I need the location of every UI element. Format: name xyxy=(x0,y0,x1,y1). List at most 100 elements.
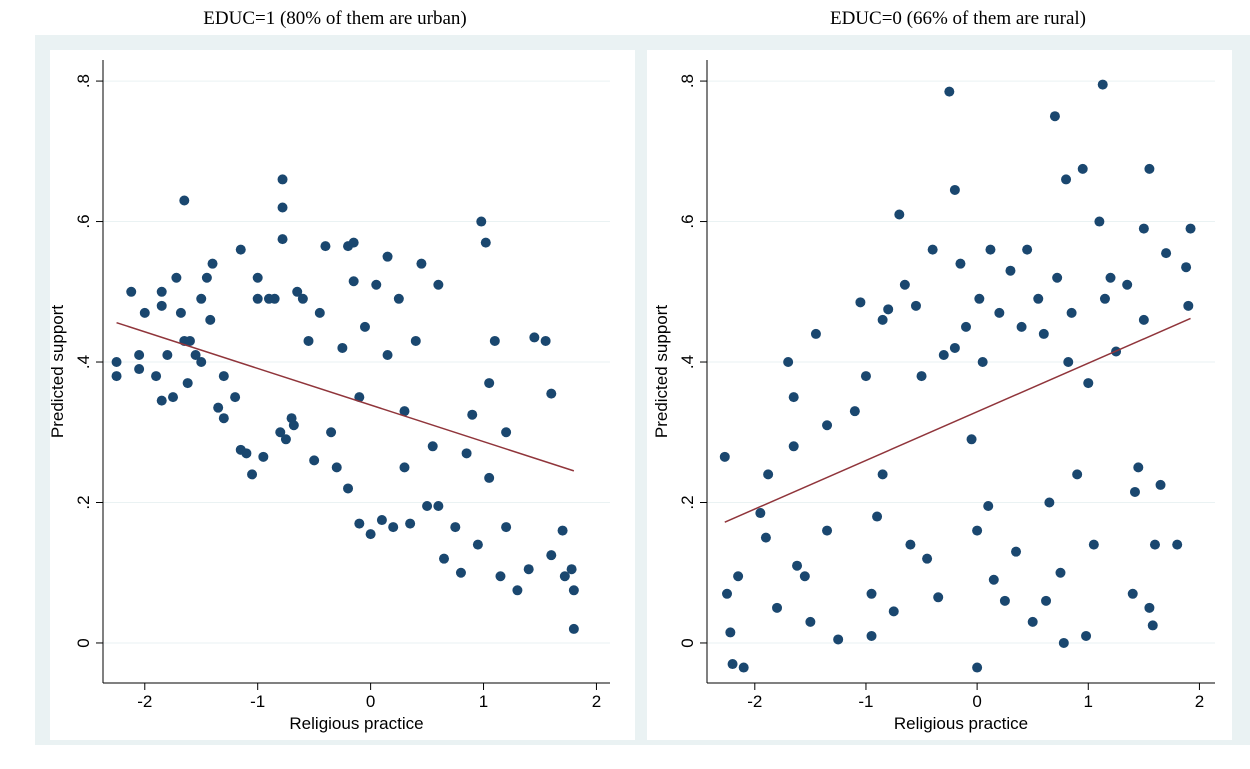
point xyxy=(393,293,404,304)
point xyxy=(484,378,495,389)
point xyxy=(999,595,1010,606)
point xyxy=(1138,223,1149,234)
point xyxy=(134,364,145,375)
point xyxy=(727,659,738,670)
point xyxy=(1083,378,1094,389)
point xyxy=(1094,216,1105,227)
point xyxy=(1144,602,1155,613)
point xyxy=(725,627,736,638)
point xyxy=(877,469,888,480)
point xyxy=(1122,279,1133,290)
x-tick-label: -1 xyxy=(250,692,265,711)
point xyxy=(467,409,478,420)
point xyxy=(866,588,877,599)
point xyxy=(156,286,167,297)
x-tick-label: 2 xyxy=(1195,692,1204,711)
point xyxy=(422,501,433,512)
point xyxy=(763,469,774,480)
point xyxy=(1185,223,1196,234)
point xyxy=(190,349,201,360)
point xyxy=(994,307,1005,318)
panel-title: EDUC=0 (66% of them are rural) xyxy=(830,8,1086,29)
point xyxy=(977,357,988,368)
fit-line xyxy=(724,317,1191,523)
point xyxy=(184,335,195,346)
point xyxy=(277,174,288,185)
point xyxy=(275,427,286,438)
y-tick-label: 0 xyxy=(74,638,93,647)
point xyxy=(241,448,252,459)
point xyxy=(1149,539,1160,550)
point xyxy=(783,357,794,368)
point xyxy=(427,441,438,452)
point xyxy=(512,585,523,596)
point xyxy=(1049,111,1060,122)
y-tick-label: .2 xyxy=(74,495,93,509)
point xyxy=(1099,293,1110,304)
point xyxy=(320,241,331,252)
point xyxy=(1161,248,1172,259)
point xyxy=(213,402,224,413)
point xyxy=(111,371,122,382)
point xyxy=(461,448,472,459)
point xyxy=(162,349,173,360)
point xyxy=(405,518,416,529)
point xyxy=(495,571,506,582)
point xyxy=(546,550,557,561)
point xyxy=(566,564,577,575)
point xyxy=(810,328,821,339)
point xyxy=(1097,79,1108,90)
point xyxy=(888,606,899,617)
y-tick-label: .8 xyxy=(74,74,93,88)
point xyxy=(196,357,207,368)
point xyxy=(314,307,325,318)
point xyxy=(410,335,421,346)
y-tick-label: .4 xyxy=(74,355,93,369)
point xyxy=(1011,546,1022,557)
point xyxy=(772,602,783,613)
point xyxy=(1058,637,1069,648)
point xyxy=(1016,321,1027,332)
point xyxy=(297,293,308,304)
point xyxy=(365,529,376,540)
point xyxy=(1088,539,1099,550)
point xyxy=(111,357,122,368)
point xyxy=(866,630,877,641)
point xyxy=(1155,479,1166,490)
point xyxy=(277,234,288,245)
point xyxy=(905,539,916,550)
point xyxy=(799,571,810,582)
point xyxy=(501,427,512,438)
point xyxy=(1127,588,1138,599)
x-tick-label: 2 xyxy=(592,692,601,711)
point xyxy=(151,371,162,382)
point xyxy=(822,525,833,536)
x-tick-label: 0 xyxy=(366,692,375,711)
point xyxy=(196,293,207,304)
y-tick-label: .6 xyxy=(678,214,697,228)
point xyxy=(354,392,365,403)
point xyxy=(894,209,905,220)
point xyxy=(371,279,382,290)
point xyxy=(805,616,816,627)
point xyxy=(354,518,365,529)
point xyxy=(792,560,803,571)
point xyxy=(348,276,359,287)
point xyxy=(788,441,799,452)
point xyxy=(343,483,354,494)
point xyxy=(974,293,985,304)
point xyxy=(230,392,241,403)
point xyxy=(899,279,910,290)
point xyxy=(1052,272,1063,283)
point xyxy=(1129,486,1140,497)
x-tick-label: 0 xyxy=(972,692,981,711)
point xyxy=(1005,265,1016,276)
point xyxy=(416,258,427,269)
point xyxy=(472,539,483,550)
point xyxy=(523,564,534,575)
point xyxy=(501,522,512,533)
point xyxy=(455,567,466,578)
point xyxy=(1055,567,1066,578)
point xyxy=(529,332,540,343)
point xyxy=(733,571,744,582)
